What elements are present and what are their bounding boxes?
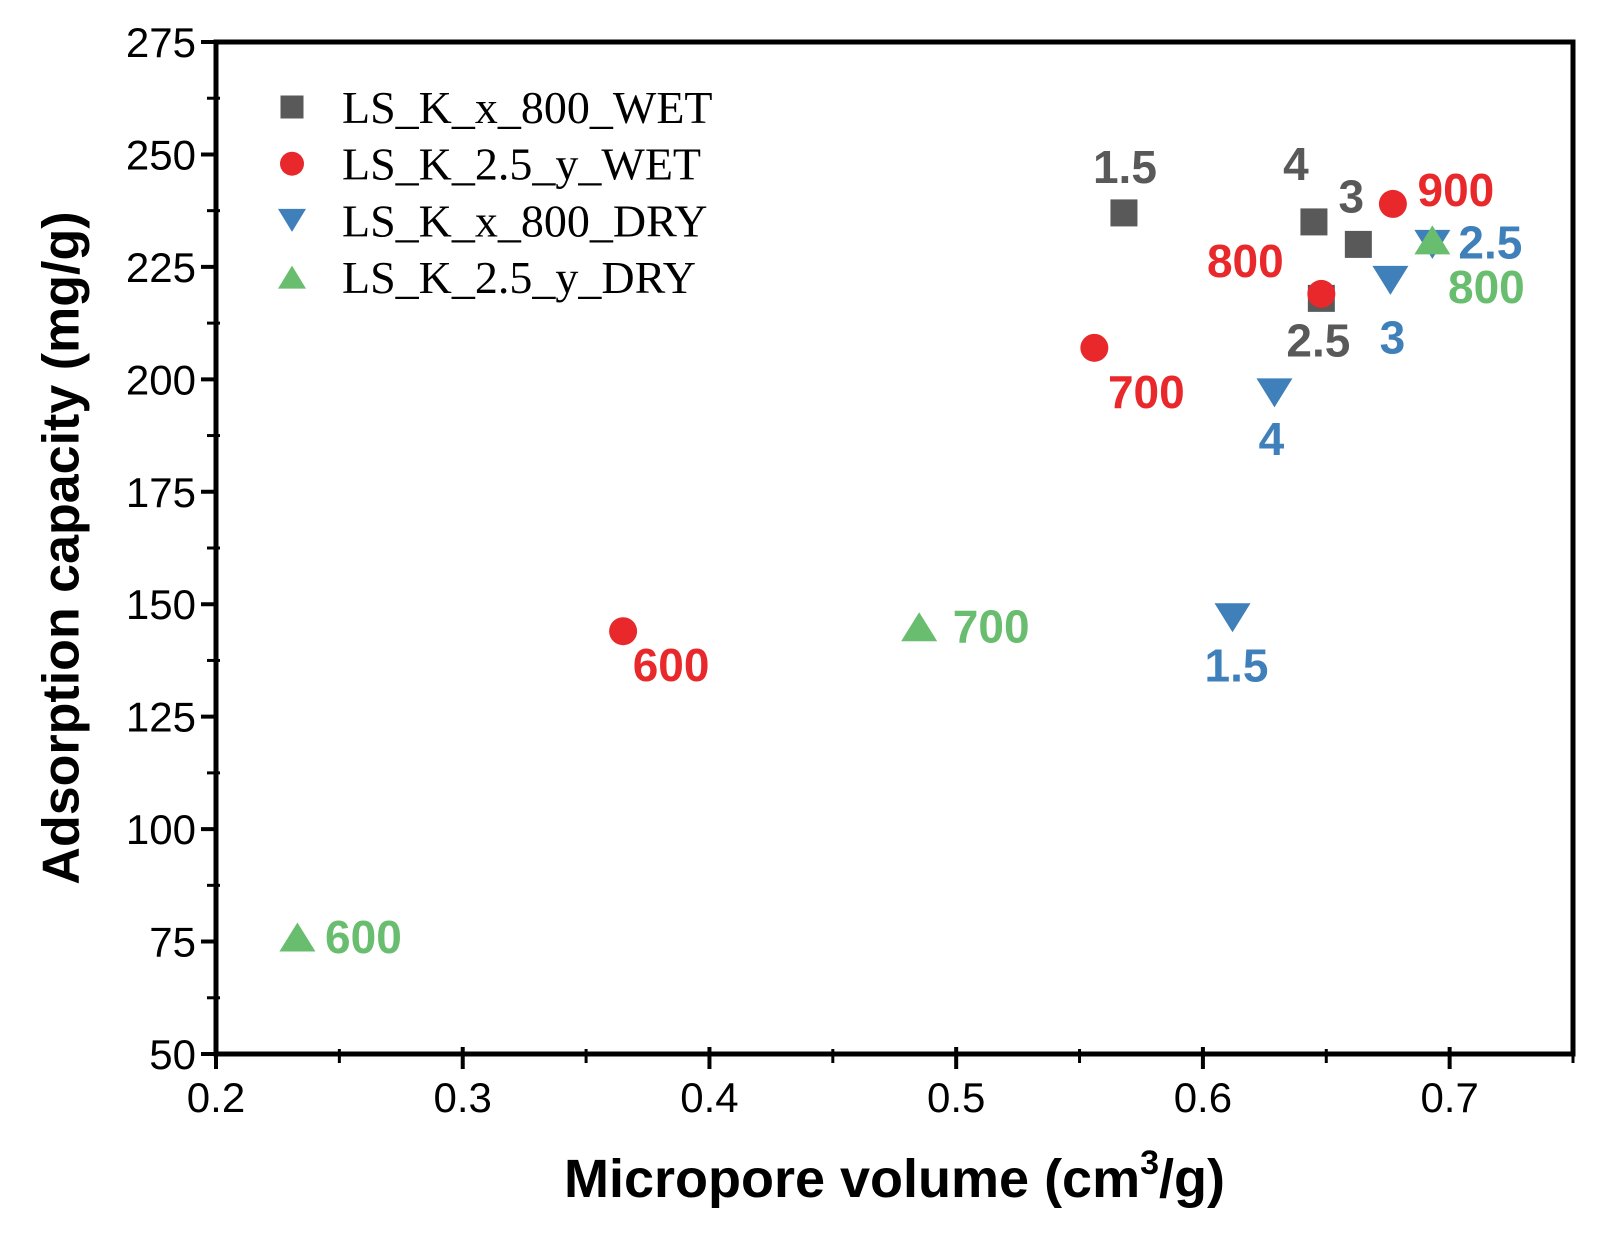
- x-tick-label: 0.2: [187, 1074, 245, 1121]
- legend-label: LS_K_x_800_WET: [342, 82, 713, 133]
- data-point-label: 800: [1207, 235, 1284, 287]
- x-axis-title-superscript: 3: [1140, 1144, 1160, 1182]
- y-tick-label: 50: [149, 1031, 196, 1078]
- x-tick-label: 0.4: [680, 1074, 738, 1121]
- data-point-label: 800: [1448, 261, 1525, 313]
- x-tick-label: 0.6: [1174, 1074, 1232, 1121]
- data-point-marker: [279, 922, 316, 952]
- data-point-marker: [1414, 225, 1451, 255]
- data-point-label: 4: [1259, 413, 1285, 465]
- y-tick-label: 225: [126, 244, 196, 291]
- data-point-label: 3: [1380, 311, 1406, 363]
- data-point-marker: [1378, 189, 1407, 218]
- x-axis-title: Micropore volume (cm3/g): [216, 1144, 1573, 1210]
- data-point-marker: [609, 617, 638, 646]
- data-point-label: 4: [1283, 138, 1309, 190]
- data-point-label: 1.5: [1205, 640, 1269, 692]
- data-point-marker: [901, 612, 938, 642]
- data-point-marker: [1307, 279, 1336, 308]
- legend-label: LS_K_x_800_DRY: [342, 195, 707, 246]
- data-point-label: 1.5: [1093, 141, 1157, 193]
- legend-label: LS_K_2.5_y_WET: [342, 139, 701, 190]
- data-point-marker: [1080, 333, 1109, 362]
- legend-marker-square: [280, 95, 304, 119]
- data-point-label: 900: [1418, 164, 1495, 216]
- legend-marker-triangle-down: [278, 208, 306, 232]
- legend-marker-triangle-up: [278, 265, 306, 289]
- y-tick-label: 75: [149, 919, 196, 966]
- y-tick-label: 125: [126, 694, 196, 741]
- data-point-marker: [1344, 230, 1372, 258]
- plot-border: [213, 39, 1576, 1057]
- legend-label: LS_K_2.5_y_DRY: [342, 252, 696, 303]
- data-point-marker: [1110, 199, 1138, 227]
- x-axis-title-text: Micropore volume (cm: [563, 1149, 1141, 1209]
- x-axis-title-unit: /g): [1159, 1149, 1226, 1209]
- y-tick-label: 150: [126, 581, 196, 628]
- data-point-label: 3: [1339, 170, 1365, 222]
- data-point-marker: [1372, 265, 1409, 295]
- data-point-label: 2.5: [1286, 314, 1350, 366]
- x-tick-label: 0.3: [434, 1074, 492, 1121]
- y-tick-label: 200: [126, 356, 196, 403]
- data-point-marker: [1214, 603, 1251, 633]
- data-point-label: 600: [325, 911, 402, 963]
- legend-marker-circle: [280, 151, 304, 176]
- y-tick-label: 250: [126, 131, 196, 178]
- y-tick-label: 275: [126, 19, 196, 66]
- y-tick-label: 100: [126, 806, 196, 853]
- data-point-label: 2.5: [1458, 216, 1522, 268]
- data-point-label: 700: [953, 601, 1030, 653]
- data-point-label: 600: [633, 639, 710, 691]
- x-tick-label: 0.7: [1420, 1074, 1478, 1121]
- data-point-marker: [1300, 208, 1328, 236]
- y-tick-label: 175: [126, 469, 196, 516]
- y-axis-title-container: Adsorption capacity (mg/g): [14, 42, 110, 1054]
- y-axis-title: Adsorption capacity (mg/g): [33, 211, 91, 885]
- data-point-marker: [1256, 378, 1293, 408]
- x-tick-label: 0.5: [927, 1074, 985, 1121]
- data-point-label: 700: [1108, 366, 1185, 418]
